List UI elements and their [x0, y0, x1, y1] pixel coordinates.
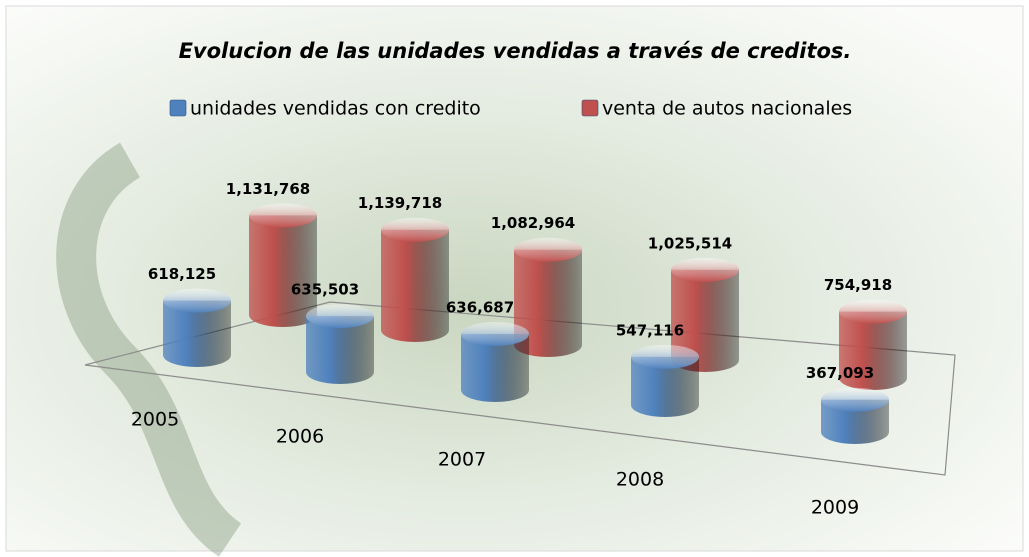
chart: Evolucion de las unidades vendidas a tra…	[0, 0, 1029, 557]
cylinder-top	[514, 238, 582, 262]
cylinder-top	[163, 289, 231, 313]
cylinder-top	[839, 300, 907, 324]
x-tick-label: 2006	[276, 426, 324, 448]
value-label: 1,082,964	[491, 214, 575, 232]
cylinder-top	[381, 218, 449, 242]
cylinder-top	[821, 388, 889, 412]
x-tick-label: 2007	[438, 449, 486, 471]
cylinder	[381, 230, 449, 342]
value-label: 547,116	[616, 321, 684, 339]
cylinder-top	[631, 345, 699, 369]
legend-swatch	[582, 100, 598, 116]
value-label: 1,139,718	[358, 194, 442, 212]
x-tick-label: 2009	[811, 497, 859, 519]
cylinder-top	[461, 322, 529, 346]
value-label: 1,025,514	[648, 234, 732, 252]
cylinder	[249, 215, 317, 327]
legend-label: venta de autos nacionales	[602, 98, 852, 120]
value-label: 618,125	[148, 265, 216, 283]
value-label: 635,503	[291, 281, 359, 299]
x-tick-label: 2008	[616, 469, 664, 491]
legend-swatch	[170, 100, 186, 116]
chart-title: Evolucion de las unidades vendidas a tra…	[179, 39, 852, 63]
value-label: 1,131,768	[226, 180, 310, 198]
value-label: 636,687	[446, 298, 514, 316]
value-label: 367,093	[806, 364, 874, 382]
cylinder-top	[306, 304, 374, 328]
x-tick-label: 2005	[131, 409, 179, 431]
legend-label: unidades vendidas con credito	[190, 98, 481, 120]
cylinder-top	[249, 203, 317, 227]
cylinder-top	[671, 258, 739, 282]
value-label: 754,918	[824, 276, 892, 294]
